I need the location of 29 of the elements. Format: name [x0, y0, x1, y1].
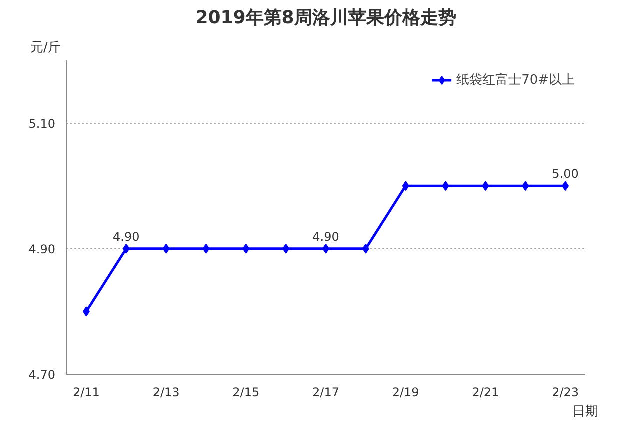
y-tick-label: 5.10: [28, 116, 56, 131]
point: [242, 244, 250, 254]
point: [362, 244, 370, 254]
y-axis-title: 元/斤: [30, 40, 61, 56]
data-label: 4.90: [312, 230, 340, 244]
point: [282, 244, 290, 254]
point: [162, 244, 170, 254]
x-tick-label: 2/17: [312, 386, 340, 400]
point: [482, 181, 490, 192]
point: [82, 306, 90, 317]
point: [202, 244, 210, 254]
legend-label: 纸袋红富士70#以上: [456, 72, 575, 89]
x-tick-label: 2/11: [72, 386, 100, 400]
data-label: 5.00: [552, 167, 579, 182]
point: [402, 181, 410, 192]
x-tick-label: 2/23: [552, 386, 580, 400]
data-label: 4.90: [113, 230, 140, 244]
y-tick-label: 4.90: [28, 242, 56, 256]
point: [442, 181, 450, 192]
point: [562, 181, 570, 192]
x-axis-title: 日期: [572, 404, 598, 420]
x-tick-label: 2/13: [152, 386, 180, 400]
point: [522, 181, 530, 192]
x-tick-label: 2/19: [392, 386, 420, 400]
point: [122, 244, 130, 254]
y-tick-label: 4.70: [28, 368, 56, 382]
x-tick-label: 2/15: [232, 386, 260, 400]
chart-title: 2019年第8周洛川苹果价格走势: [196, 8, 456, 28]
x-tick-label: 2/21: [472, 386, 500, 400]
